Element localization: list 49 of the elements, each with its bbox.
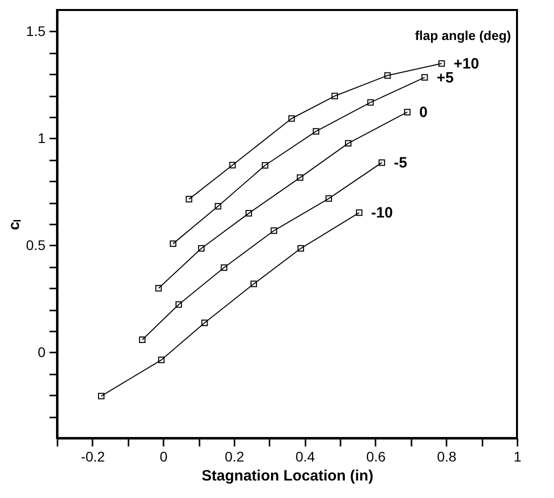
- x-tick-label: 0.2: [224, 448, 244, 464]
- point: [220, 264, 228, 271]
- series-label: -5: [394, 154, 408, 172]
- point: [298, 245, 304, 252]
- point: [326, 195, 332, 202]
- point: [98, 392, 104, 400]
- y-tick-label: 0.5: [26, 236, 46, 253]
- point: [356, 209, 362, 216]
- point: [421, 74, 428, 81]
- point: [214, 203, 222, 210]
- point: [198, 245, 205, 252]
- point: [250, 280, 257, 288]
- point: [288, 115, 295, 122]
- y-tick-label: 1: [38, 130, 46, 146]
- point: [229, 162, 236, 168]
- x-tick-label: -0.2: [80, 448, 106, 464]
- point: [332, 92, 338, 100]
- series-label: -10: [371, 204, 393, 222]
- point: [378, 159, 386, 166]
- point: [139, 336, 146, 344]
- point: [201, 320, 208, 326]
- point: [186, 196, 192, 202]
- point: [344, 140, 352, 147]
- point: [438, 60, 445, 67]
- point: [262, 162, 268, 169]
- point: [296, 174, 304, 181]
- series-label: 0: [419, 104, 428, 122]
- point: [170, 240, 176, 247]
- x-tick-label: 0.4: [295, 448, 316, 464]
- point: [155, 284, 162, 292]
- point: [175, 301, 182, 308]
- point: [367, 99, 374, 106]
- x-tick-label: 1: [514, 448, 522, 464]
- x-tick-label: 0.6: [366, 448, 386, 464]
- y-axis-title: cₗ: [6, 218, 24, 230]
- y-tick-label: 0: [38, 344, 46, 360]
- x-tick-label: 0.8: [436, 448, 457, 464]
- series-label: +10: [454, 56, 480, 72]
- point: [312, 128, 320, 135]
- point: [246, 210, 252, 217]
- point: [158, 356, 165, 364]
- y-tick-label: 1.5: [26, 22, 46, 39]
- legend-title: flap angle (deg): [414, 28, 511, 43]
- point: [270, 227, 278, 234]
- point: [384, 72, 391, 79]
- x-axis-title: Stagnation Location (in): [202, 468, 374, 484]
- x-tick-label: 0: [160, 448, 168, 464]
- series-label: +5: [436, 69, 454, 86]
- point: [404, 108, 411, 116]
